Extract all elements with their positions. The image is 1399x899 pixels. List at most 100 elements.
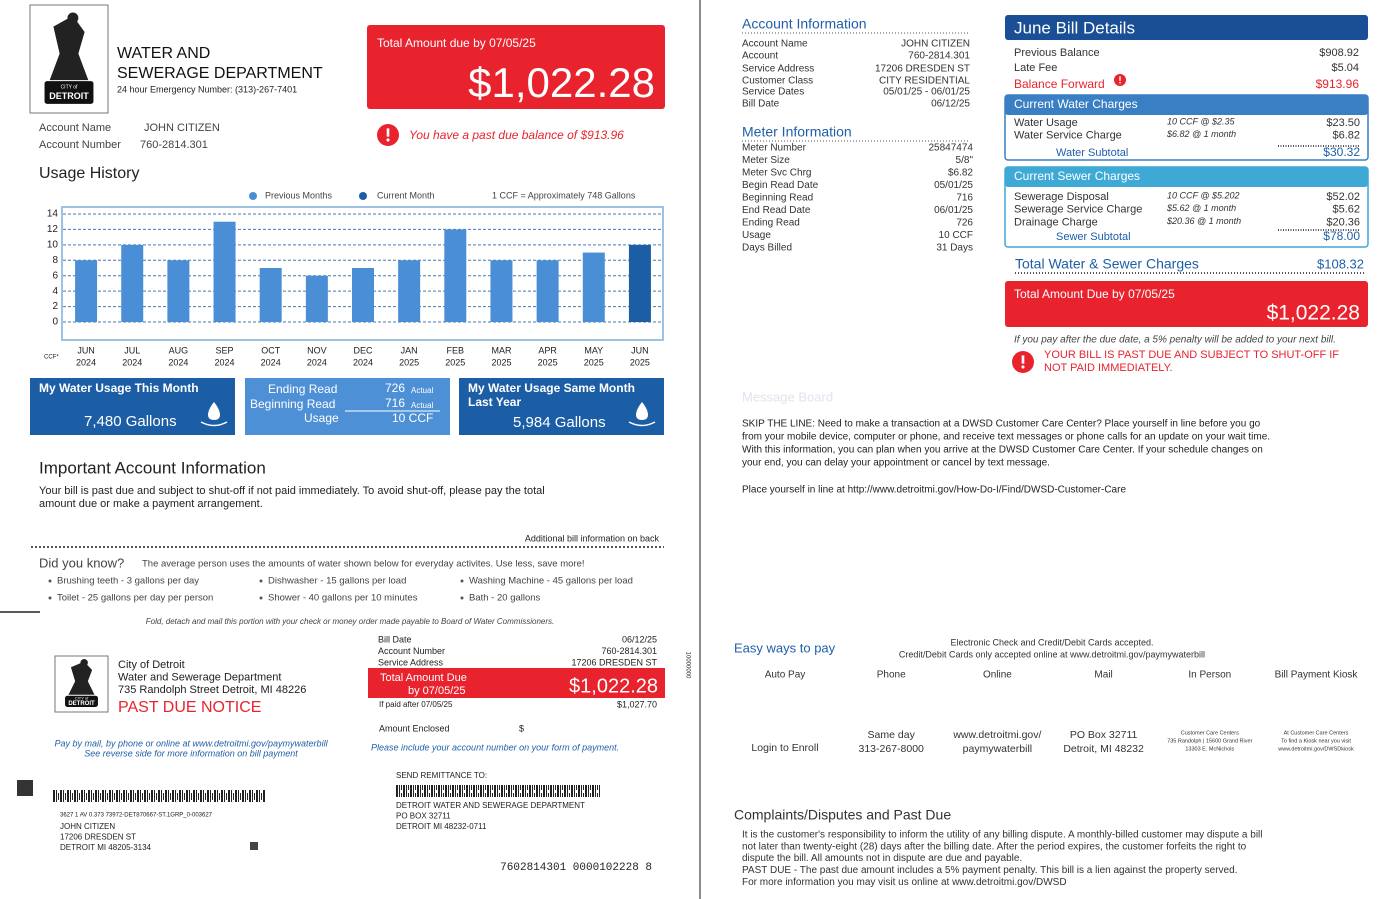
methods-details: 313-267-8000	[859, 743, 925, 755]
warning-icon-dot	[386, 138, 390, 142]
rows-label: Ending Read	[742, 218, 800, 229]
did-you-know-intro: The average person uses the amounts of w…	[142, 559, 585, 570]
drop-ripple	[628, 421, 656, 427]
rows-detail: 10 CCF @ $5.202	[1167, 190, 1240, 200]
warning-icon-bar	[1021, 355, 1025, 364]
x-tick-label: DEC	[353, 345, 373, 355]
rows-label: Meter Svc Chrg	[742, 168, 811, 179]
payment-title: Easy ways to pay	[734, 640, 836, 655]
stub-org-lines: Water and Sewerage Department	[118, 671, 281, 683]
y-tick-label: 10	[47, 239, 59, 250]
bar	[167, 260, 190, 322]
usage-boxes-ending-read: 726	[385, 381, 405, 395]
rows-value: 05/01/25 - 06/01/25	[883, 87, 970, 98]
rows-value: 06/12/25	[622, 634, 657, 644]
stub-remit-title: SEND REMITTANCE TO:	[396, 771, 487, 780]
bill-details-due-label: Total Amount Due by 07/05/25	[1014, 287, 1175, 301]
bar	[628, 244, 651, 322]
bar	[398, 260, 421, 322]
x-tick-year: 2025	[491, 357, 511, 367]
stub-remit-lines: DETROIT MI 48232-0711	[396, 822, 487, 831]
rows-value: CITY RESIDENTIAL	[879, 76, 970, 87]
bill-details-due-amount: $1,022.28	[1267, 302, 1360, 325]
y-tick-label: 4	[52, 286, 58, 297]
y-tick-label: 0	[52, 317, 58, 328]
payment-notes: Credit/Debit Cards only accepted online …	[899, 649, 1205, 659]
x-tick-label: JUN	[77, 345, 95, 355]
usage-boxes-last-year-title-line2: Last Year	[468, 395, 521, 409]
complaints-lines: For more information you may visit us on…	[742, 877, 1067, 888]
total-due-box	[367, 25, 665, 109]
drop-ripple	[200, 421, 228, 427]
x-tick-label: AUG	[169, 345, 189, 355]
rows-value: 716	[956, 193, 973, 204]
water-subtotal: $30.32	[1323, 145, 1360, 159]
rows-detail: $5.62 @ 1 month	[1166, 203, 1236, 213]
rows-value: 760-2814.301	[601, 646, 657, 656]
x-tick-label: JUL	[124, 345, 140, 355]
legend-swatch	[359, 192, 367, 200]
x-tick-year: 2024	[261, 357, 281, 367]
usage-boxes-read-type: Actual	[411, 386, 433, 395]
legend-label: Current Month	[377, 190, 435, 200]
bar	[582, 252, 605, 322]
rows-value: 5/8"	[956, 155, 974, 166]
important-title: Important Account Information	[39, 458, 266, 477]
x-tick-label: JUN	[631, 345, 649, 355]
methods-details: PO Box 32711	[1070, 729, 1138, 741]
rows-label: Customer Class	[742, 76, 813, 87]
usage-boxes-this-month-value: 7,480 Gallons	[84, 413, 177, 430]
logo-figure	[49, 15, 89, 81]
rows-value: 17206 DRESDEN ST	[571, 657, 657, 667]
bill-details-warning-lines: NOT PAID IMMEDIATELY.	[1044, 362, 1173, 374]
y-tick-label: 6	[52, 270, 58, 281]
bill-details-warning-lines: YOUR BILL IS PAST DUE AND SUBJECT TO SHU…	[1044, 349, 1339, 361]
usage-boxes-this-month-title: My Water Usage This Month	[39, 381, 199, 395]
logo-head	[67, 12, 79, 24]
x-tick-label: MAY	[584, 345, 603, 355]
methods-details: Login to Enroll	[751, 742, 818, 754]
fold-note: Fold, detach and mail this portion with …	[146, 617, 555, 626]
usage-boxes-ending-read-label: Ending Read	[268, 382, 337, 396]
complaints-lines: PAST DUE - The past due amount includes …	[742, 865, 1237, 876]
y-tick-label: 12	[47, 224, 59, 235]
message-board-title: Message Board	[742, 389, 833, 404]
charges-header	[1005, 167, 1368, 187]
rows-label: Water Service Charge	[1014, 130, 1122, 142]
rows-label: Meter Number	[742, 143, 807, 154]
stub-enclosed-label: Amount Enclosed	[379, 723, 450, 733]
legend-swatch	[249, 192, 257, 200]
usage-boxes-last-year-value: 5,984 Gallons	[513, 414, 606, 431]
methods-details: 735 Randolph | 15600 Grand River	[1167, 738, 1252, 744]
rows-label: Sewerage Disposal	[1014, 191, 1109, 203]
remit-barcode	[396, 785, 600, 797]
account-number-label: Account Number	[39, 139, 121, 151]
logo-figure	[68, 661, 95, 696]
warning-icon-dot	[1021, 365, 1025, 369]
x-tick-year: 2024	[215, 357, 235, 367]
rows-value: 10 CCF	[939, 230, 973, 241]
x-tick-label: MAR	[491, 345, 512, 355]
methods-name: In Person	[1188, 670, 1231, 681]
rows-value: $908.92	[1319, 47, 1359, 59]
complaints-title: Complaints/Disputes and Past Due	[734, 807, 951, 823]
rows-label: Bill Date	[378, 634, 412, 644]
methods-name: Auto Pay	[765, 670, 806, 681]
rows-value: $6.82	[1332, 130, 1360, 142]
rows-value: 31 Days	[936, 243, 973, 254]
small-code	[250, 842, 258, 850]
rows-label: Previous Balance	[1014, 47, 1100, 59]
rows-label: Account	[742, 51, 778, 62]
rows-label: Account Number	[378, 646, 445, 656]
rows-value: $23.50	[1326, 117, 1360, 129]
charges-header	[1005, 95, 1368, 115]
methods-details: Same day	[868, 729, 916, 741]
rows-label: Sewerage Service Charge	[1014, 204, 1142, 216]
header-logo-bottom: DETROIT	[68, 701, 95, 707]
x-tick-year: 2025	[630, 357, 650, 367]
rows-value: $6.82	[948, 168, 973, 179]
water-subtotal-label: Water Subtotal	[1056, 147, 1128, 159]
stub-include-note: Please include your account number on yo…	[371, 742, 619, 752]
bar	[490, 260, 513, 322]
